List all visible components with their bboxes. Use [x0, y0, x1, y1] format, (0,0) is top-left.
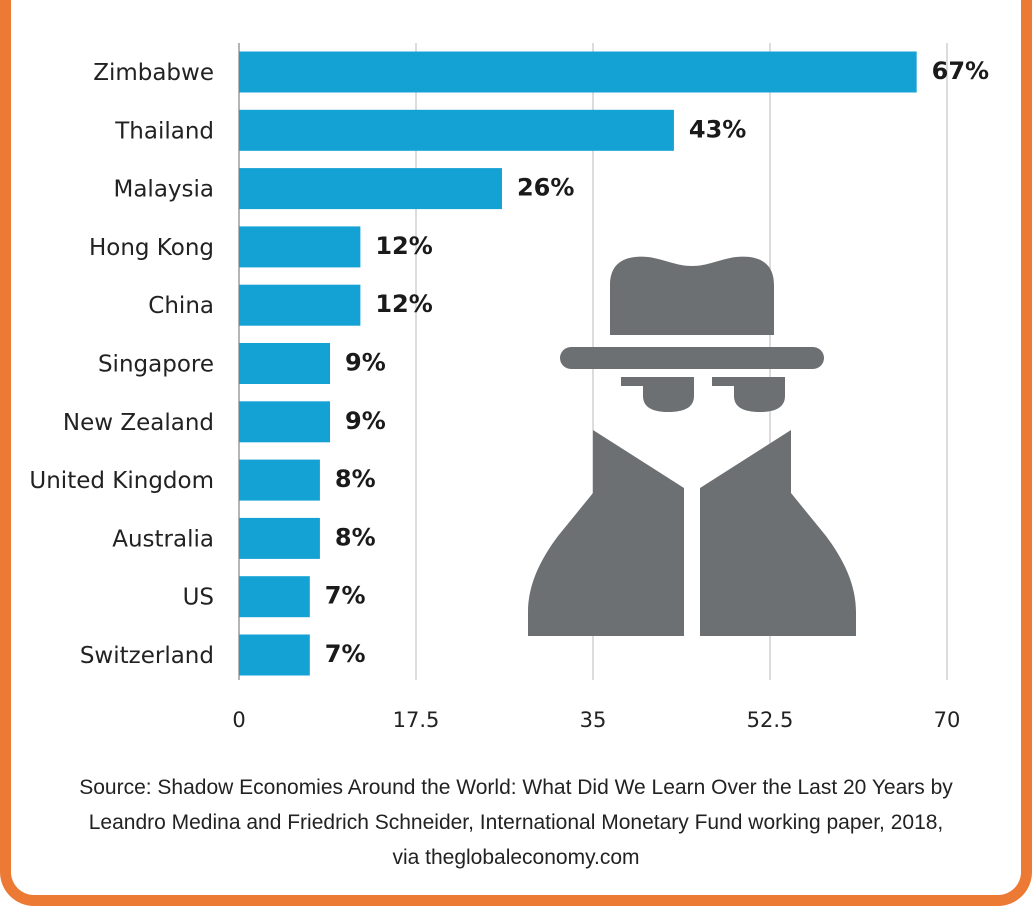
x-tick-label: 17.5 [393, 708, 440, 732]
value-label: 9% [345, 407, 386, 435]
bar [239, 51, 917, 93]
bar [239, 459, 320, 501]
category-label: Zimbabwe [93, 60, 214, 86]
bar [239, 517, 320, 559]
category-label: US [183, 585, 214, 611]
value-label: 12% [375, 290, 432, 318]
bar [239, 576, 310, 618]
value-label: 8% [335, 523, 376, 551]
value-label: 67% [932, 57, 989, 85]
bar [239, 284, 361, 326]
bar [239, 226, 361, 268]
bar [239, 109, 674, 151]
source-line-1: Source: Shadow Economies Around the Worl… [79, 776, 953, 799]
category-label: China [148, 293, 214, 319]
category-label: New Zealand [63, 410, 214, 436]
category-label: United Kingdom [29, 468, 214, 494]
value-label: 7% [325, 582, 366, 610]
value-label: 9% [345, 349, 386, 377]
bar [239, 168, 502, 210]
bar [239, 401, 331, 443]
bars [239, 51, 917, 676]
value-label: 26% [517, 174, 574, 202]
source-line-3: via theglobaleconomy.com [392, 846, 640, 869]
value-labels: 67% 43% 26% 12% 12% 9% 9% 8% 8% 7% 7% [325, 57, 989, 668]
spy-icon [528, 256, 856, 636]
category-label: Switzerland [80, 643, 214, 669]
x-tick-label: 52.5 [747, 708, 794, 732]
value-label: 43% [689, 115, 746, 143]
source-note: Source: Shadow Economies Around the Worl… [20, 770, 1012, 875]
x-tick-label: 70 [934, 708, 961, 732]
bar [239, 343, 331, 384]
x-axis-ticks: 0 17.5 35 52.5 70 [232, 708, 960, 732]
category-label: Singapore [98, 352, 214, 378]
x-tick-label: 0 [232, 708, 245, 732]
category-label: Malaysia [113, 177, 214, 203]
category-label: Australia [112, 526, 214, 552]
source-line-2: Leandro Medina and Friedrich Schneider, … [88, 811, 944, 834]
value-label: 7% [325, 640, 366, 668]
category-label: Thailand [114, 118, 214, 144]
bar [239, 634, 310, 676]
x-tick-label: 35 [580, 708, 607, 732]
value-label: 12% [375, 232, 432, 260]
value-label: 8% [335, 465, 376, 493]
category-labels: Zimbabwe Thailand Malaysia Hong Kong China Si… [29, 60, 214, 669]
category-label: Hong Kong [89, 235, 214, 261]
